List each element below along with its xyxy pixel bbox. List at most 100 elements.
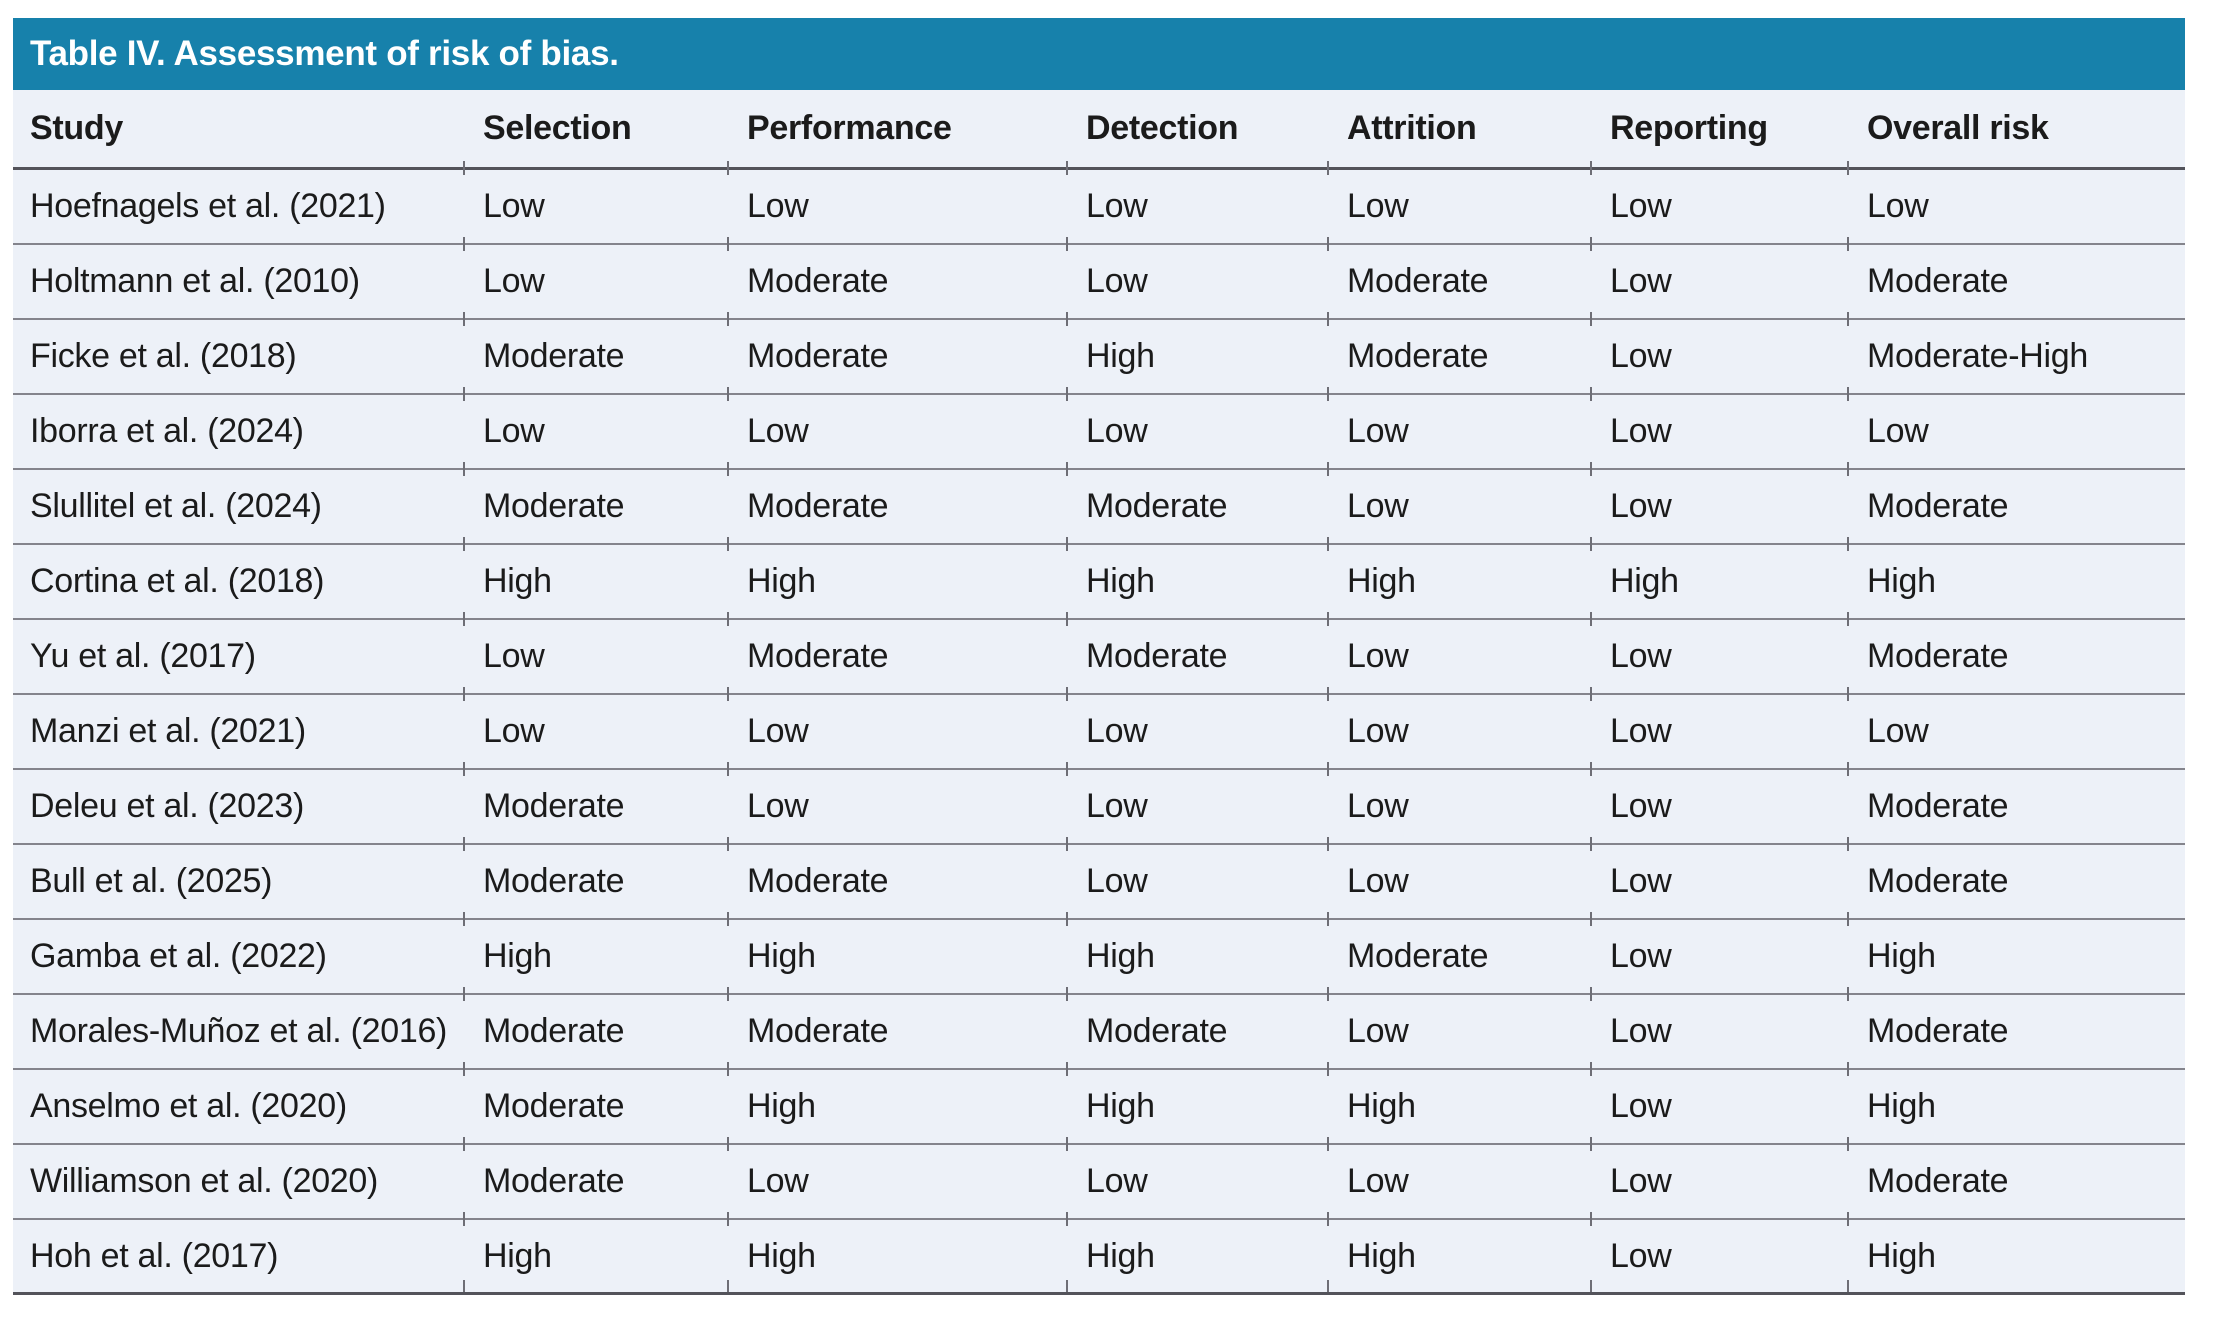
selection-cell: Moderate bbox=[463, 845, 728, 926]
reporting-cell: Low bbox=[1590, 170, 1848, 251]
detection-cell: Low bbox=[1066, 170, 1328, 251]
detection-cell: Low bbox=[1066, 1145, 1328, 1226]
performance-cell: Moderate bbox=[727, 995, 1067, 1076]
study-cell: Holtmann et al. (2010) bbox=[13, 245, 464, 320]
attrition-cell: Low bbox=[1327, 620, 1591, 701]
attrition-cell: Low bbox=[1327, 395, 1591, 476]
detection-cell: High bbox=[1066, 1220, 1328, 1295]
performance-cell: Moderate bbox=[727, 620, 1067, 701]
reporting-cell: High bbox=[1590, 545, 1848, 626]
selection-cell: Low bbox=[463, 620, 728, 701]
overall-risk-cell: Moderate bbox=[1847, 1145, 2185, 1226]
selection-cell: Low bbox=[463, 695, 728, 776]
selection-cell: Moderate bbox=[463, 1070, 728, 1151]
overall-risk-cell: High bbox=[1847, 1220, 2185, 1295]
detection-cell: Moderate bbox=[1066, 620, 1328, 701]
selection-cell: Moderate bbox=[463, 995, 728, 1076]
detection-cell: High bbox=[1066, 920, 1328, 1001]
detection-cell: Low bbox=[1066, 245, 1328, 326]
attrition-cell: Low bbox=[1327, 1145, 1591, 1226]
column-header-detection: Detection bbox=[1066, 90, 1328, 175]
selection-cell: High bbox=[463, 1220, 728, 1295]
overall-risk-cell: Low bbox=[1847, 695, 2185, 776]
performance-cell: High bbox=[727, 545, 1067, 626]
table-grid: Study Selection Performance Detection At… bbox=[13, 90, 2185, 1295]
detection-cell: Moderate bbox=[1066, 995, 1328, 1076]
overall-risk-cell: Moderate bbox=[1847, 770, 2185, 851]
overall-risk-cell: Moderate bbox=[1847, 620, 2185, 701]
study-cell: Slullitel et al. (2024) bbox=[13, 470, 464, 545]
reporting-cell: Low bbox=[1590, 1220, 1848, 1295]
selection-cell: Moderate bbox=[463, 470, 728, 551]
reporting-cell: Low bbox=[1590, 1145, 1848, 1226]
attrition-cell: Moderate bbox=[1327, 245, 1591, 326]
reporting-cell: Low bbox=[1590, 995, 1848, 1076]
performance-cell: Low bbox=[727, 170, 1067, 251]
attrition-cell: Moderate bbox=[1327, 920, 1591, 1001]
attrition-cell: High bbox=[1327, 1070, 1591, 1151]
performance-cell: High bbox=[727, 1220, 1067, 1295]
overall-risk-cell: Moderate bbox=[1847, 470, 2185, 551]
detection-cell: Low bbox=[1066, 845, 1328, 926]
reporting-cell: Low bbox=[1590, 395, 1848, 476]
selection-cell: High bbox=[463, 920, 728, 1001]
study-cell: Williamson et al. (2020) bbox=[13, 1145, 464, 1220]
study-cell: Ficke et al. (2018) bbox=[13, 320, 464, 395]
reporting-cell: Low bbox=[1590, 770, 1848, 851]
attrition-cell: Low bbox=[1327, 470, 1591, 551]
detection-cell: High bbox=[1066, 320, 1328, 401]
overall-risk-cell: High bbox=[1847, 920, 2185, 1001]
study-cell: Yu et al. (2017) bbox=[13, 620, 464, 695]
selection-cell: Low bbox=[463, 245, 728, 326]
study-cell: Morales-Muñoz et al. (2016) bbox=[13, 995, 464, 1070]
attrition-cell: Moderate bbox=[1327, 320, 1591, 401]
performance-cell: Moderate bbox=[727, 470, 1067, 551]
overall-risk-cell: Moderate bbox=[1847, 995, 2185, 1076]
column-header-reporting: Reporting bbox=[1590, 90, 1848, 175]
selection-cell: Moderate bbox=[463, 320, 728, 401]
column-header-overall-risk: Overall risk bbox=[1847, 90, 2185, 175]
overall-risk-cell: Moderate bbox=[1847, 845, 2185, 926]
performance-cell: Moderate bbox=[727, 845, 1067, 926]
performance-cell: Low bbox=[727, 395, 1067, 476]
attrition-cell: Low bbox=[1327, 845, 1591, 926]
overall-risk-cell: High bbox=[1847, 1070, 2185, 1151]
reporting-cell: Low bbox=[1590, 920, 1848, 1001]
column-header-attrition: Attrition bbox=[1327, 90, 1591, 175]
column-header-selection: Selection bbox=[463, 90, 728, 175]
detection-cell: Low bbox=[1066, 395, 1328, 476]
attrition-cell: High bbox=[1327, 545, 1591, 626]
attrition-cell: Low bbox=[1327, 770, 1591, 851]
column-header-study: Study bbox=[13, 90, 464, 170]
reporting-cell: Low bbox=[1590, 695, 1848, 776]
reporting-cell: Low bbox=[1590, 845, 1848, 926]
risk-of-bias-table: Table IV. Assessment of risk of bias. St… bbox=[13, 18, 2185, 1295]
overall-risk-cell: Moderate-High bbox=[1847, 320, 2185, 401]
reporting-cell: Low bbox=[1590, 620, 1848, 701]
selection-cell: Low bbox=[463, 395, 728, 476]
detection-cell: High bbox=[1066, 1070, 1328, 1151]
attrition-cell: High bbox=[1327, 1220, 1591, 1295]
overall-risk-cell: High bbox=[1847, 545, 2185, 626]
detection-cell: High bbox=[1066, 545, 1328, 626]
performance-cell: Low bbox=[727, 695, 1067, 776]
selection-cell: High bbox=[463, 545, 728, 626]
study-cell: Hoh et al. (2017) bbox=[13, 1220, 464, 1295]
table-title-bar: Table IV. Assessment of risk of bias. bbox=[13, 18, 2185, 90]
study-cell: Iborra et al. (2024) bbox=[13, 395, 464, 470]
selection-cell: Moderate bbox=[463, 770, 728, 851]
study-cell: Gamba et al. (2022) bbox=[13, 920, 464, 995]
study-cell: Manzi et al. (2021) bbox=[13, 695, 464, 770]
attrition-cell: Low bbox=[1327, 695, 1591, 776]
detection-cell: Low bbox=[1066, 770, 1328, 851]
performance-cell: Low bbox=[727, 1145, 1067, 1226]
performance-cell: High bbox=[727, 920, 1067, 1001]
attrition-cell: Low bbox=[1327, 170, 1591, 251]
study-cell: Anselmo et al. (2020) bbox=[13, 1070, 464, 1145]
selection-cell: Low bbox=[463, 170, 728, 251]
study-cell: Bull et al. (2025) bbox=[13, 845, 464, 920]
column-header-performance: Performance bbox=[727, 90, 1067, 175]
performance-cell: Moderate bbox=[727, 320, 1067, 401]
performance-cell: Moderate bbox=[727, 245, 1067, 326]
reporting-cell: Low bbox=[1590, 320, 1848, 401]
